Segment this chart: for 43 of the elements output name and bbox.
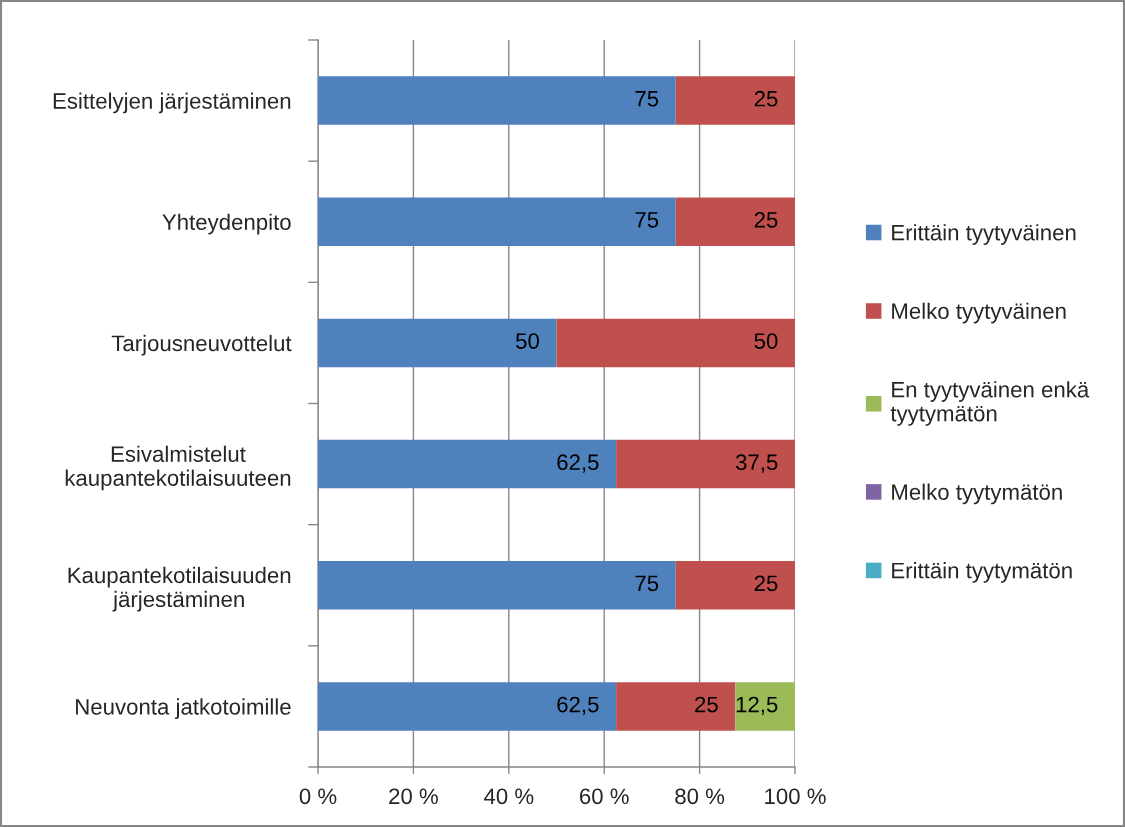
bar: [675, 197, 795, 246]
data-label: 75: [635, 212, 659, 228]
legend-label: Erittäin tyytyväinen: [892, 224, 1076, 245]
y-tick-label: Tarjousneuvottelut: [111, 334, 292, 356]
bar: [675, 76, 795, 125]
y-tick-label: Yhteydenpito: [162, 213, 291, 235]
bar: [318, 561, 676, 610]
x-tick-label: 80 %: [675, 788, 725, 805]
data-label: 50: [754, 333, 778, 349]
legend-label: Melko tyytymätön: [892, 483, 1062, 505]
bar: [675, 561, 795, 610]
bar: [616, 439, 795, 489]
data-label: 37,5: [735, 454, 778, 473]
y-tick-label: Esivalmistelut kaupantekotilaisuuteen: [65, 445, 291, 491]
data-label: 25: [695, 696, 718, 713]
x-tick-label: 20 %: [389, 788, 438, 805]
data-label: 62,5: [557, 696, 599, 716]
data-label: 25: [754, 575, 778, 592]
x-tick-label: 40 %: [483, 788, 534, 805]
data-label: 12,5: [736, 696, 778, 716]
data-label: 25: [754, 211, 778, 228]
y-tick-label: Kaupantekotilaisuuden järjestäminen: [68, 566, 291, 612]
bar: [318, 318, 557, 368]
data-label: 25: [754, 90, 778, 107]
data-label: 75: [635, 575, 659, 592]
legend-label: Erittäin tyytymätön: [892, 562, 1072, 583]
bar: [735, 682, 795, 731]
data-label: 50: [516, 333, 539, 349]
data-label: 62,5: [557, 454, 599, 473]
x-tick-label: 100 %: [765, 788, 826, 805]
legend-label: En tyytyväinen enkä tyytymätön: [890, 381, 1090, 426]
bar: [318, 439, 617, 489]
x-tick-label: 60 %: [580, 788, 629, 805]
bar: [616, 682, 736, 731]
x-tick-label: 0 %: [299, 788, 337, 805]
bar: [318, 682, 617, 731]
y-tick-label: Esittelyjen järjestäminen: [53, 92, 291, 114]
bar: [556, 318, 795, 368]
legend-label: Melko tyytyväinen: [892, 302, 1066, 324]
bar: [318, 76, 676, 125]
data-label: 75: [635, 91, 659, 107]
bar: [318, 197, 676, 246]
y-tick-label: Neuvonta jatkotoimille: [76, 698, 291, 720]
